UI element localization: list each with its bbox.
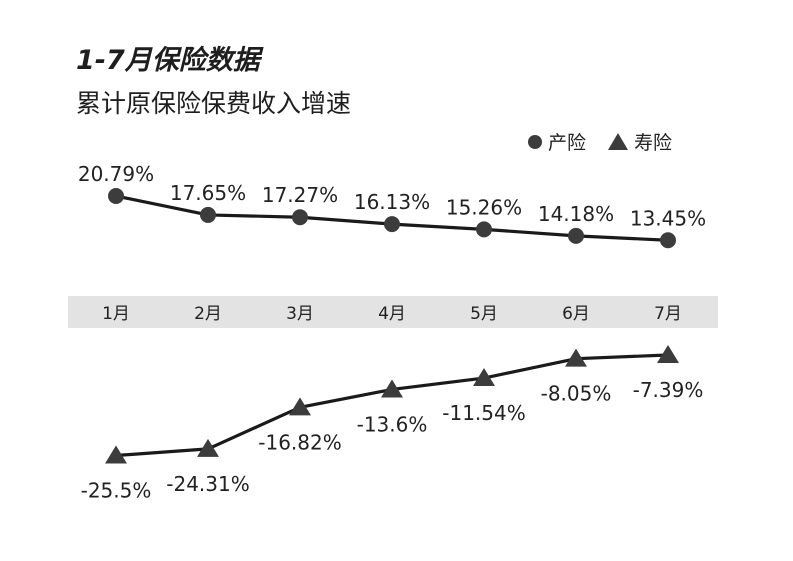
- life-insurance-point: [381, 379, 403, 398]
- x-tick-label: 5月: [470, 304, 498, 324]
- property-insurance-data-label: 16.13%: [354, 190, 430, 214]
- legend-item-life: 寿险: [608, 128, 672, 155]
- legend-label-property: 产险: [548, 132, 587, 154]
- x-tick-label: 7月: [654, 304, 682, 324]
- property-insurance-data-label: 17.27%: [262, 183, 338, 207]
- x-tick-label: 2月: [194, 304, 222, 324]
- life-insurance-point: [657, 345, 679, 363]
- x-tick-label: 4月: [378, 304, 406, 324]
- property-insurance-point: [200, 206, 216, 223]
- property-insurance-data-label: 13.45%: [630, 206, 706, 230]
- legend-label-life: 寿险: [634, 132, 673, 154]
- life-insurance-data-label: -11.54%: [442, 401, 525, 425]
- life-insurance-point: [289, 397, 311, 416]
- property-insurance-data-label: 15.26%: [446, 195, 522, 219]
- property-insurance-data-label: 14.18%: [538, 202, 614, 226]
- life-insurance-point: [197, 438, 219, 457]
- chart-title: 1-7月保险数据: [76, 45, 260, 76]
- legend-item-property: 产险: [528, 128, 586, 155]
- life-insurance-data-label: -8.05%: [541, 382, 612, 406]
- circle-marker-icon: [528, 134, 542, 149]
- life-insurance-data-label: -13.6%: [357, 412, 428, 436]
- property-insurance-point: [568, 227, 584, 244]
- x-tick-label: 1月: [102, 304, 130, 324]
- property-insurance-data-label: 20.79%: [78, 162, 154, 186]
- triangle-marker-icon: [608, 133, 629, 150]
- life-insurance-point: [473, 368, 495, 387]
- life-insurance-point: [565, 348, 587, 367]
- chart-subtitle: 累计原保险保费收入增速: [76, 89, 352, 118]
- category-axis-band: [68, 296, 718, 328]
- life-insurance-data-label: -16.82%: [258, 430, 341, 454]
- property-insurance-point: [384, 216, 400, 233]
- x-tick-label: 3月: [286, 304, 314, 324]
- property-insurance-point: [660, 232, 676, 249]
- life-insurance-data-label: -24.31%: [166, 472, 249, 496]
- life-insurance-point: [105, 445, 127, 464]
- life-insurance-data-label: -7.39%: [633, 378, 704, 402]
- life-insurance-data-label: -25.5%: [81, 479, 152, 503]
- property-insurance-data-label: 17.65%: [170, 181, 246, 205]
- legend: 产险 寿险: [528, 128, 672, 155]
- property-insurance-point: [476, 221, 492, 238]
- property-insurance-point: [108, 188, 124, 204]
- property-insurance-point: [292, 209, 308, 226]
- x-tick-label: 6月: [562, 304, 590, 324]
